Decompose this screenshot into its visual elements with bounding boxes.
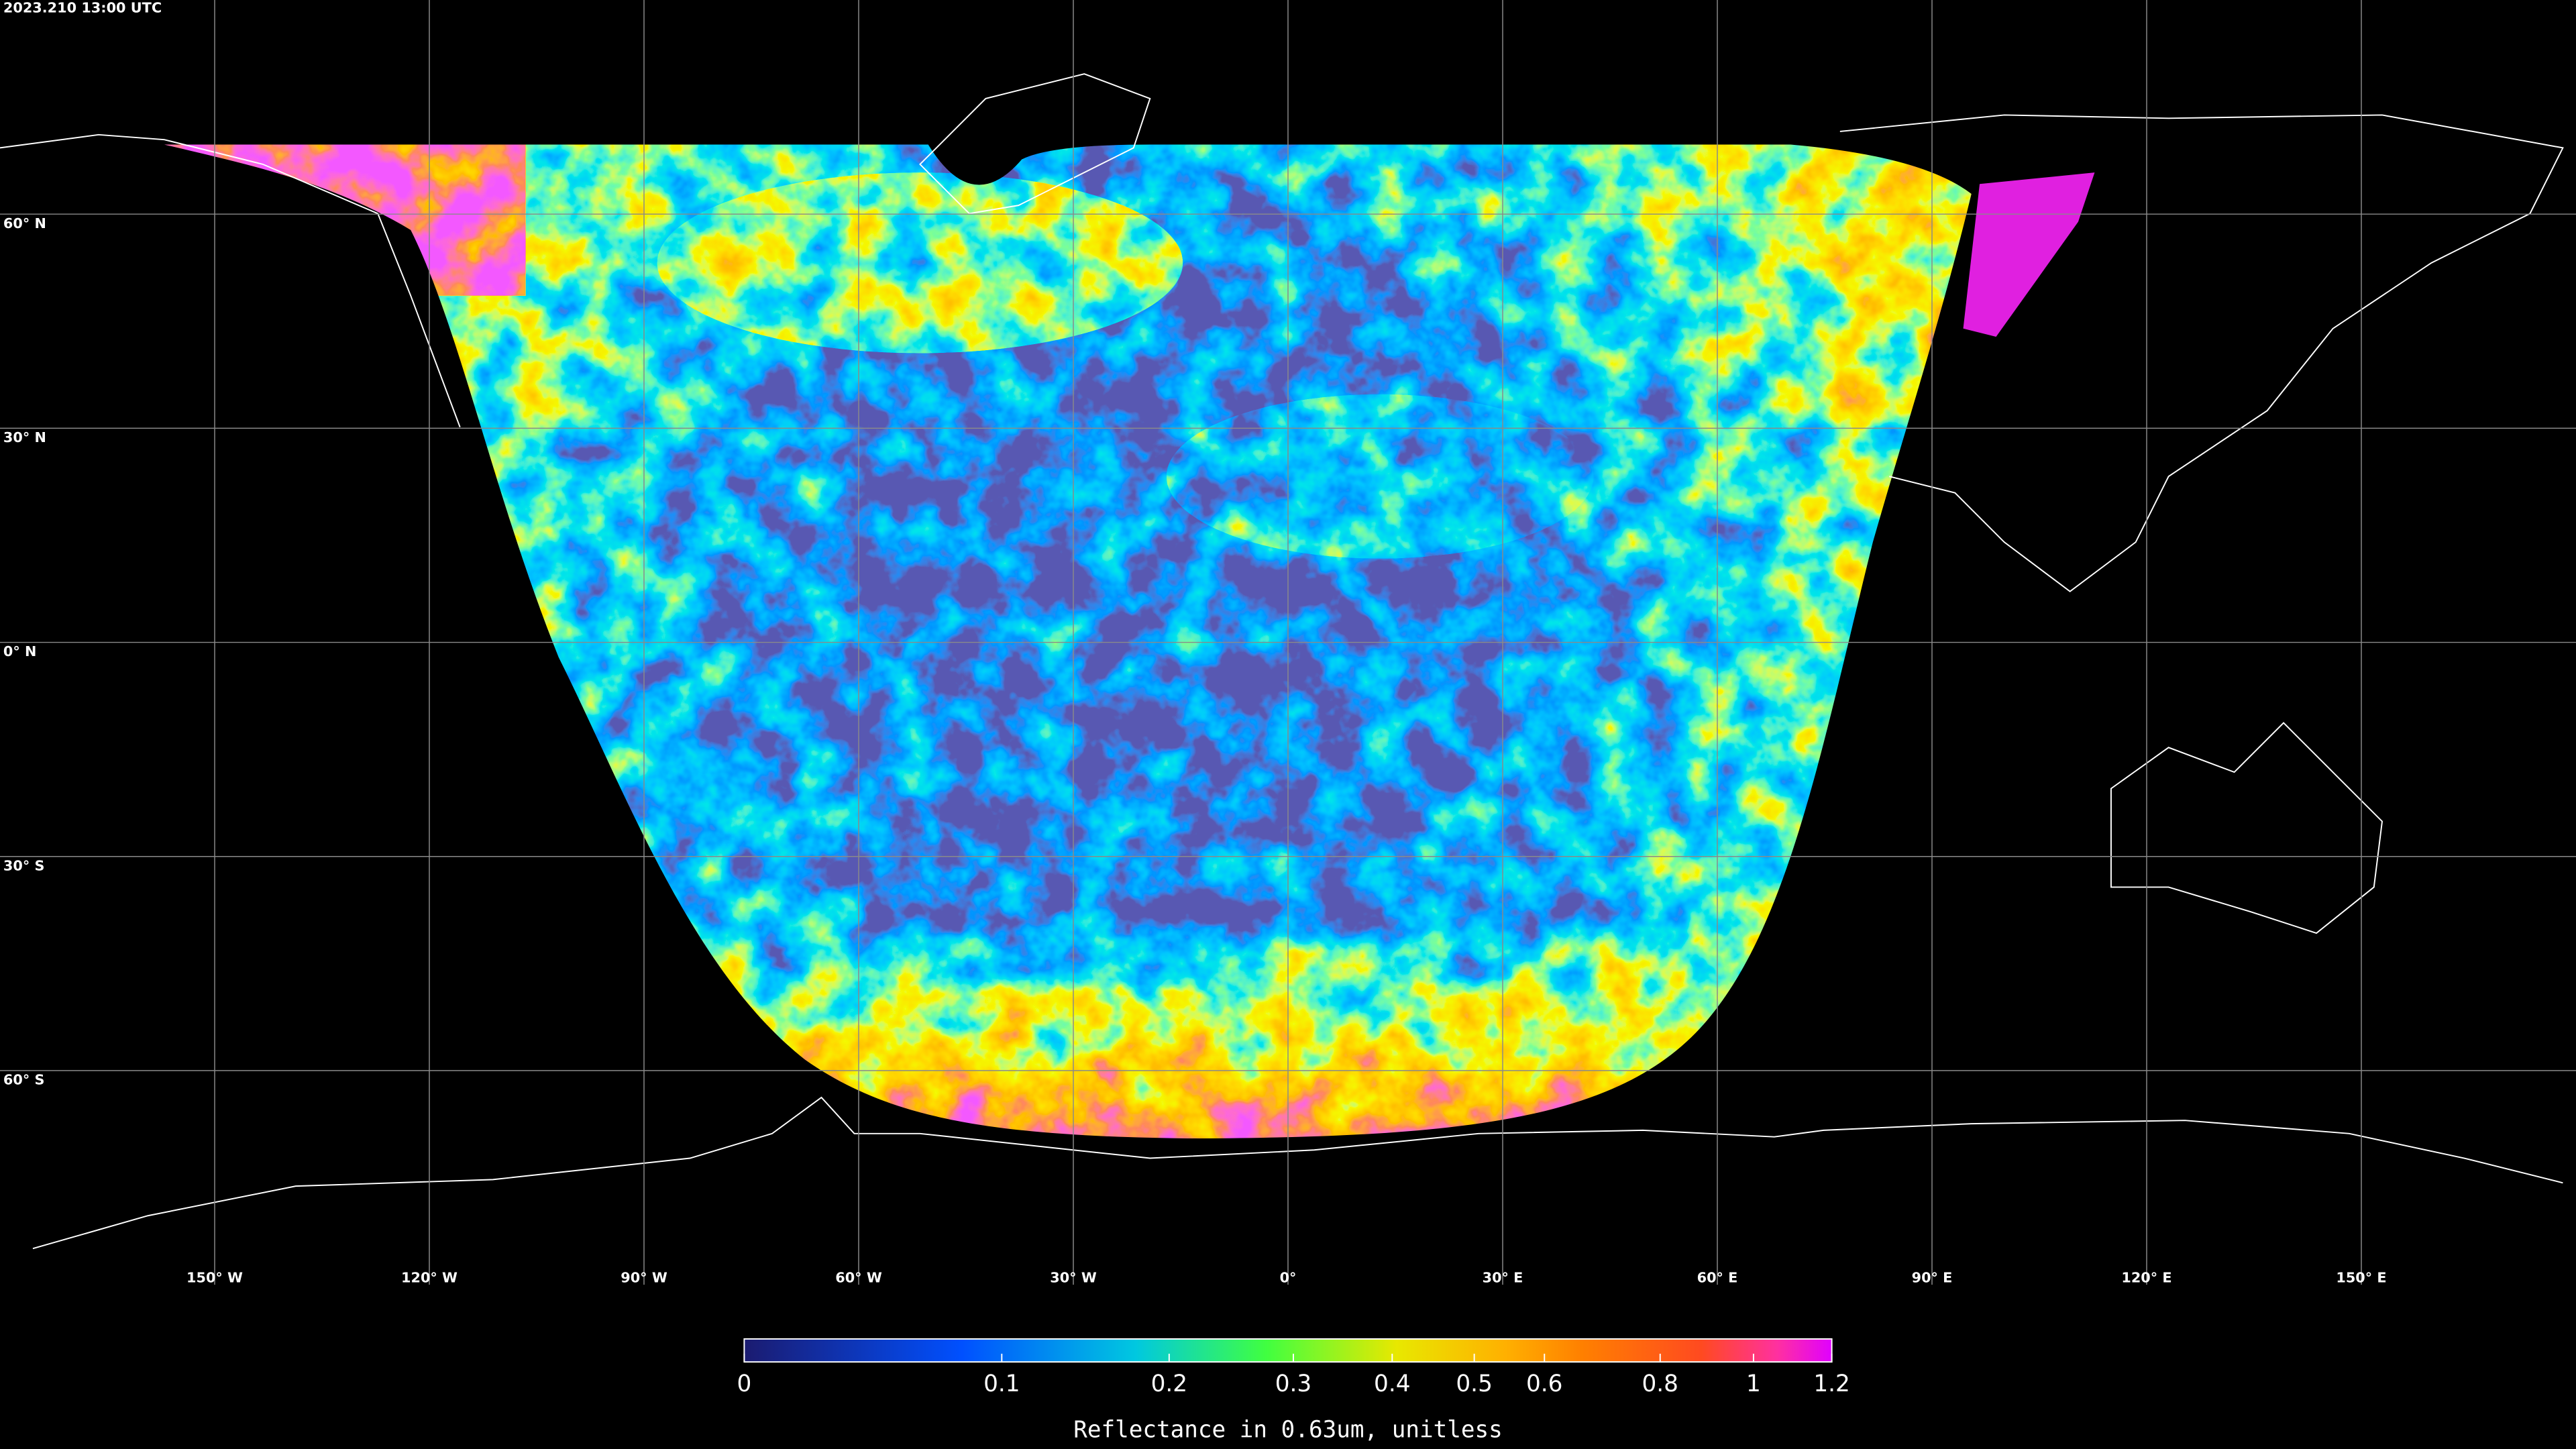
colorbar-tick-label: 0.5	[1456, 1371, 1493, 1397]
colorbar-tick-label: 1	[1746, 1371, 1761, 1397]
longitude-label: 60° W	[835, 1269, 882, 1285]
longitude-label: 120° W	[401, 1269, 458, 1285]
colorbar-tick-label: 1.2	[1813, 1371, 1850, 1397]
longitude-label: 120° E	[2121, 1269, 2171, 1285]
colorbar-label: Reflectance in 0.63um, unitless	[1073, 1417, 1503, 1444]
longitude-label: 150° E	[2336, 1269, 2386, 1285]
colorbar-tick-label: 0.2	[1151, 1371, 1188, 1397]
latitude-label: 30° N	[3, 429, 46, 445]
longitude-label: 30° E	[1483, 1269, 1523, 1285]
latitude-label: 30° S	[3, 857, 45, 873]
timestamp: 2023.210 13:00 UTC	[3, 0, 162, 15]
longitude-label: 90° E	[1912, 1269, 1953, 1285]
coastlines	[0, 73, 2564, 1250]
colorbar-tick-label: 0.8	[1642, 1371, 1678, 1397]
longitude-label: 30° W	[1050, 1269, 1097, 1285]
colorbar-tick-label: 0	[737, 1371, 751, 1397]
longitude-label: 90° W	[621, 1269, 667, 1285]
longitude-label: 150° W	[186, 1269, 243, 1285]
colorbar-tick-label: 0.6	[1526, 1371, 1563, 1397]
colorbar: 0 0.1 0.2 0.3 0.4 0.5 0.6 0.8 1 1.2	[737, 1338, 1850, 1397]
longitude-label: 60° E	[1697, 1269, 1738, 1285]
colorbar-ramp	[743, 1338, 1833, 1363]
longitude-label: 0°	[1280, 1269, 1297, 1285]
latitude-label: 60° S	[3, 1072, 45, 1088]
graticule: 60° N 30° N 0° N 30° S 60° S 150° W 120° W 90° …	[0, 0, 2576, 1285]
colorbar-tick-label: 0.1	[983, 1371, 1020, 1397]
latitude-label: 60° N	[3, 215, 46, 231]
edge-artifact	[1963, 172, 2095, 337]
colorbar-tick-label: 0.4	[1374, 1371, 1411, 1397]
latitude-label: 0° N	[3, 643, 37, 659]
colorbar-tick-label: 0.3	[1275, 1371, 1311, 1397]
